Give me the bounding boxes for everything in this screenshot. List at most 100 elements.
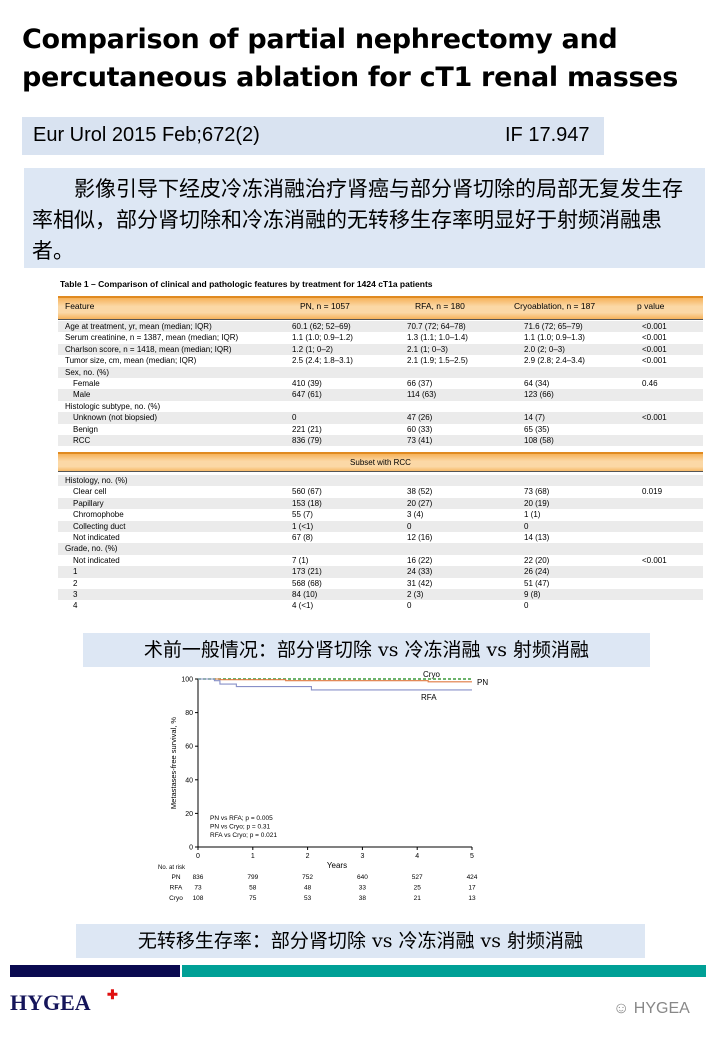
subset-label: Subset with RCC (350, 458, 411, 467)
table-row: Chromophobe 55 (7) 3 (4) 1 (1) (58, 509, 703, 520)
row-label: Not indicated (73, 555, 120, 565)
wechat-icon: ☺ (613, 1000, 634, 1017)
x-tick-label: 5 (470, 853, 474, 860)
table-row: Collecting duct 1 (<1) 0 0 (58, 520, 703, 532)
table-row: Unknown (not biopsied) 0 47 (26) 14 (7) <0.0… (58, 412, 703, 424)
table-row: Male 647 (61) 114 (63) 123 (66) (58, 389, 703, 401)
table-cell: 108 (58) (524, 436, 554, 445)
header-cell: Feature (65, 301, 95, 311)
table-cell: 7 (1) (292, 555, 309, 565)
risk-row-label: PN (171, 874, 180, 881)
header-divider (58, 319, 703, 320)
table-cell: 4 (<1) (292, 601, 314, 611)
table-cell: 2.1 (1.9; 1.5–2.5) (407, 356, 468, 366)
table-row: RCC 836 (79) 73 (41) 108 (58) (58, 435, 703, 447)
table-cell: 84 (10) (292, 590, 318, 599)
table-row: Papillary 153 (18) 20 (27) 20 (19) (58, 497, 703, 510)
risk-count: 21 (414, 895, 422, 902)
table-cell: 0 (524, 521, 529, 531)
risk-table-label: No. at risk (158, 865, 186, 871)
row-label: Serum creatinine, n = 1387, mean (median… (65, 333, 239, 343)
table-cell: 0 (407, 521, 412, 531)
table-cell: 2 (3) (407, 590, 424, 599)
watermark-text: HYGEA (633, 1000, 690, 1017)
table-cell: 2.1 (1; 0–3) (407, 344, 448, 354)
table-cell: 0 (407, 601, 412, 611)
table-cell: 173 (21) (292, 567, 322, 577)
header-cell: PN, n = 1057 (300, 301, 350, 311)
subset-divider (58, 471, 703, 472)
risk-count: 38 (359, 895, 367, 902)
table-cell: 647 (61) (292, 390, 322, 400)
table-cell: 2.9 (2.8; 2.4–3.4) (524, 356, 585, 366)
row-label: Benign (73, 424, 98, 434)
summary-text: 影像引导下经皮冷冻消融治疗肾癌与部分肾切除的局部无复发生存率相似，部分肾切除和冷… (32, 177, 683, 263)
table-row: Not indicated 7 (1) 16 (22) 22 (20) <0.001 (58, 555, 703, 566)
table-cell: 31 (42) (407, 578, 433, 588)
table-cell: <0.001 (642, 322, 667, 331)
table-cell: 0.019 (642, 487, 663, 497)
table-cell: 71.6 (72; 65–79) (524, 322, 583, 331)
slide-title-line-2: percutaneous ablation for cT1 renal mass… (22, 62, 679, 93)
footer-bar-navy (10, 965, 180, 977)
row-label: Sex, no. (%) (65, 367, 110, 377)
table-cell: 2.5 (2.4; 1.8–3.1) (292, 356, 353, 366)
risk-count: 53 (304, 895, 312, 902)
table-row: 3 84 (10) 2 (3) 9 (8) (58, 589, 703, 601)
table-row: Clear cell 560 (67) 38 (52) 73 (68) 0.019 (58, 486, 703, 497)
table-cell: 153 (18) (292, 498, 322, 508)
table-row: Histologic subtype, no. (%) (58, 401, 703, 412)
series-label-pn: PN (477, 678, 488, 687)
header-cell: Cryoablation, n = 187 (514, 301, 596, 311)
risk-count: 424 (467, 874, 478, 881)
slide-title-line-1: Comparison of partial nephrectomy and (22, 24, 618, 55)
table-row: Histology, no. (%) (58, 475, 703, 487)
risk-count: 527 (412, 874, 423, 881)
x-tick-label: 4 (415, 853, 419, 860)
y-tick-label: 20 (185, 811, 193, 818)
table-row: Charlson score, n = 1418, mean (median; … (58, 343, 703, 356)
table-cell: 55 (7) (292, 510, 313, 520)
table-cell: 568 (68) (292, 578, 322, 588)
table-cell: 1.1 (1.0; 0.9–1.2) (292, 333, 353, 343)
row-label: Male (73, 390, 91, 400)
table-cell: 123 (66) (524, 390, 554, 400)
risk-count: 73 (194, 885, 202, 892)
table-cell: 0 (292, 413, 297, 423)
summary-box: 影像引导下经皮冷冻消融治疗肾癌与部分肾切除的局部无复发生存率相似，部分肾切除和冷… (24, 168, 705, 268)
table-caption: 术前一般情况：部分肾切除 vs 冷冻消融 vs 射频消融 (83, 633, 650, 667)
table-cell: 836 (79) (292, 436, 322, 445)
risk-count: 48 (304, 885, 312, 892)
row-label: Tumor size, cm, mean (median; IQR) (65, 356, 197, 366)
subset-band: Subset with RCC (58, 452, 703, 472)
footer-bar-teal (182, 965, 706, 977)
row-label: Grade, no. (%) (65, 544, 118, 554)
table-cell: 67 (8) (292, 533, 313, 542)
table-cell: <0.001 (642, 413, 667, 423)
table-row: Benign 221 (21) 60 (33) 65 (35) (58, 424, 703, 435)
risk-row-label: Cryo (169, 895, 183, 902)
table-row: Not indicated 67 (8) 12 (16) 14 (13) (58, 532, 703, 543)
table-cell: 9 (8) (524, 590, 541, 599)
row-label: Histology, no. (%) (65, 476, 128, 485)
table-cell: 1.3 (1.1; 1.0–1.4) (407, 333, 468, 343)
p-value-annotation: PN vs RFA; p = 0.005 (210, 815, 273, 822)
risk-count: 13 (468, 895, 476, 902)
x-tick-label: 2 (306, 853, 310, 860)
table-cell: 1.2 (1; 0–2) (292, 344, 333, 354)
table-row: Age at treatment, yr, mean (median; IQR)… (58, 321, 703, 333)
table-cell: 114 (63) (407, 390, 437, 400)
table-header (58, 296, 703, 319)
table-cell: 24 (33) (407, 567, 433, 577)
hygea-logo: HYGEA (10, 990, 91, 1015)
table-cell: 20 (27) (407, 498, 433, 508)
table-row: Sex, no. (%) (58, 366, 703, 378)
series-line-pn (198, 678, 472, 683)
table-title: Table 1 – Comparison of clinical and pat… (60, 279, 433, 289)
table-cell: <0.001 (642, 356, 667, 366)
table-cell: 14 (7) (524, 413, 545, 423)
citation-bar: Eur Urol 2015 Feb;672(2) IF 17.947 (22, 117, 604, 155)
risk-count: 799 (247, 874, 258, 881)
table-cell: 47 (26) (407, 413, 433, 423)
